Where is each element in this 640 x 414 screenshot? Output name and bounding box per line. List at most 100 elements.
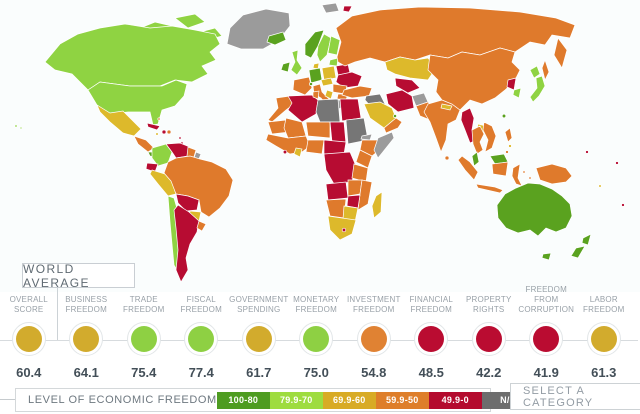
select-category-dropdown[interactable]: SELECT A CATEGORY [510, 383, 640, 410]
region-thailand[interactable] [471, 125, 485, 155]
region-ghana[interactable] [293, 147, 303, 158]
region-ukraine[interactable] [335, 71, 363, 89]
category-freedom-from-corruption[interactable]: FREEDOM FROM CORRUPTION 41.9 [518, 285, 576, 380]
region-mozambique[interactable] [357, 179, 373, 211]
category-government-spending[interactable]: GOVERNMENT SPENDING 61.7 [229, 293, 288, 380]
region-south-korea[interactable] [512, 87, 522, 99]
region-hawaii-2[interactable] [19, 126, 23, 130]
region-lesotho[interactable] [341, 227, 347, 233]
category-fiscal-freedom[interactable]: FISCAL FREEDOM 77.4 [173, 293, 231, 380]
region-new-guinea[interactable] [535, 163, 573, 185]
region-new-zealand-north[interactable] [581, 233, 592, 246]
region-finland[interactable] [327, 35, 341, 56]
region-cuba[interactable] [146, 122, 161, 131]
region-nepal[interactable] [440, 103, 453, 111]
region-jamaica[interactable] [155, 132, 159, 136]
region-nigeria[interactable] [305, 139, 325, 155]
region-philippines[interactable] [504, 127, 513, 143]
region-tunisia[interactable] [312, 90, 320, 100]
region-bahamas[interactable] [157, 117, 161, 121]
score-circle[interactable] [414, 322, 449, 356]
region-poland[interactable] [321, 65, 337, 81]
region-taiwan[interactable] [501, 113, 507, 119]
score-circle[interactable] [184, 322, 219, 356]
region-iran[interactable] [385, 89, 415, 113]
region-sakhalin[interactable] [541, 58, 550, 82]
region-iceland[interactable] [266, 31, 287, 46]
region-pacific-3[interactable] [598, 184, 602, 188]
region-somalia[interactable] [373, 131, 395, 159]
category-labor-freedom[interactable]: LABOR FREEDOM 61.3 [575, 293, 633, 380]
score-circle[interactable] [529, 322, 564, 356]
region-svalbard[interactable] [321, 2, 340, 14]
region-south-africa[interactable] [327, 215, 357, 241]
region-germany[interactable] [308, 67, 323, 84]
region-australia[interactable] [496, 182, 573, 237]
region-switzerland[interactable] [309, 82, 313, 86]
region-antilles-1[interactable] [178, 136, 182, 140]
region-new-zealand-south[interactable] [570, 245, 586, 259]
region-uzbek-turkmen[interactable] [394, 77, 421, 94]
region-pacific-2[interactable] [615, 161, 619, 165]
region-hawaii-1[interactable] [14, 124, 18, 128]
region-sri-lanka[interactable] [444, 155, 450, 161]
region-pacific-1[interactable] [585, 150, 589, 154]
region-vietnam[interactable] [482, 121, 497, 153]
region-kamchatka[interactable] [553, 37, 568, 69]
region-malaysia-peninsula[interactable] [471, 151, 480, 167]
region-sweden[interactable] [316, 33, 332, 63]
score-circle[interactable] [586, 322, 621, 356]
region-moluccas-2[interactable] [528, 176, 532, 180]
region-liberia[interactable] [282, 149, 288, 155]
region-tasmania[interactable] [541, 252, 552, 261]
region-japan-honshu[interactable] [529, 75, 546, 103]
score-value: 77.4 [188, 365, 214, 380]
score-circle[interactable] [11, 322, 46, 356]
region-java[interactable] [475, 183, 504, 194]
score-circle[interactable] [299, 322, 334, 356]
region-dominican-rep[interactable] [166, 129, 172, 135]
category-overall-score[interactable]: OVERALL SCORE 60.4 [0, 293, 58, 380]
region-sumatra[interactable] [457, 155, 479, 181]
region-france[interactable] [292, 76, 313, 96]
region-zimbabwe[interactable] [346, 194, 361, 209]
region-libya[interactable] [315, 98, 341, 123]
region-borneo-indonesia[interactable] [491, 161, 509, 177]
region-canada-arctic-2[interactable] [174, 13, 206, 29]
region-uk[interactable] [290, 49, 303, 76]
region-uae[interactable] [393, 114, 397, 118]
world-map[interactable] [0, 0, 640, 292]
category-investment-freedom[interactable]: INVESTMENT FREEDOM 54.8 [345, 293, 403, 380]
category-trade-freedom[interactable]: TRADE FREEDOM 75.4 [115, 293, 173, 380]
score-circle[interactable] [69, 322, 104, 356]
score-circle[interactable] [356, 322, 391, 356]
category-monetary-freedom[interactable]: MONETARY FREEDOM 75.0 [288, 293, 346, 380]
score-circle[interactable] [471, 322, 506, 356]
region-philippines-2[interactable] [508, 144, 512, 148]
region-moluccas-1[interactable] [522, 170, 526, 174]
region-cameroon-car[interactable] [323, 139, 347, 155]
region-madagascar[interactable] [371, 191, 383, 219]
region-ireland[interactable] [280, 61, 291, 73]
region-bolivia[interactable] [175, 193, 200, 212]
region-uruguay[interactable] [196, 220, 207, 232]
region-egypt[interactable] [339, 98, 362, 122]
category-financial-freedom[interactable]: FINANCIAL FREEDOM 48.5 [403, 293, 461, 380]
region-haiti[interactable] [161, 129, 167, 135]
category-property-rights[interactable]: PROPERTY RIGHTS 42.2 [460, 293, 518, 380]
region-japan-hokkaido[interactable] [529, 65, 541, 79]
region-brazil[interactable] [163, 155, 234, 218]
category-business-freedom[interactable]: BUSINESS FREEDOM 64.1 [58, 293, 116, 380]
score-circle[interactable] [126, 322, 161, 356]
region-russia[interactable] [335, 6, 576, 67]
region-central-america[interactable] [133, 135, 155, 153]
region-mexico[interactable] [96, 104, 142, 137]
region-novaya-zemlya[interactable] [342, 5, 353, 13]
region-china[interactable] [427, 47, 521, 111]
region-philippines-3[interactable] [505, 150, 509, 154]
score-circle[interactable] [241, 322, 276, 356]
region-angola[interactable] [325, 181, 349, 201]
region-fiji[interactable] [621, 203, 625, 207]
region-niger[interactable] [305, 121, 331, 139]
region-yemen-oman[interactable] [383, 117, 403, 134]
